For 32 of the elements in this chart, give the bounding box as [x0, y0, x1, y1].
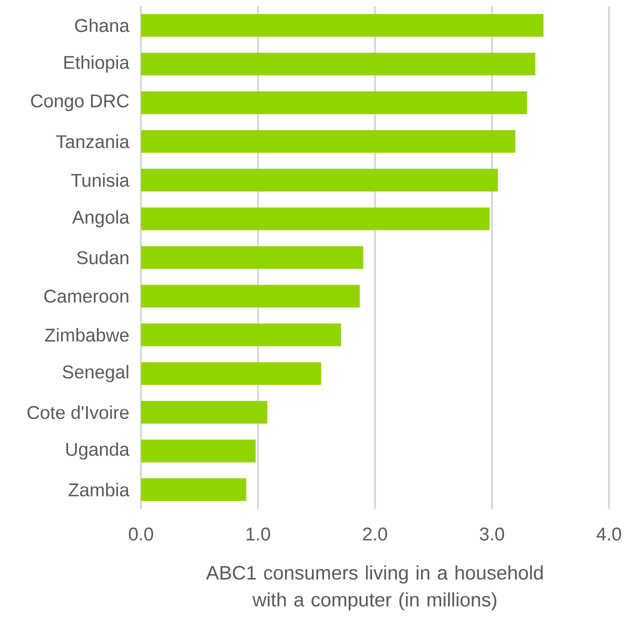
bar — [141, 246, 364, 269]
bar — [141, 168, 498, 192]
y-tick-label: Zimbabwe — [45, 328, 129, 342]
bar — [141, 207, 490, 230]
bar — [141, 284, 360, 308]
bar — [141, 400, 268, 424]
bar — [141, 130, 516, 153]
y-tick-label: Cameroon — [44, 290, 128, 303]
y-tick-label: Angola — [72, 210, 130, 228]
y-tick-label: Ghana — [75, 18, 130, 32]
x-tick-label: 1.0 — [246, 528, 270, 541]
x-tick-label: 2.0 — [363, 528, 388, 541]
y-tick-label: Tanzania — [56, 134, 130, 148]
x-tick-label: 3.0 — [480, 528, 504, 541]
y-tick-label: Ethiopia — [64, 55, 130, 73]
bar — [141, 324, 342, 346]
bar — [141, 478, 246, 502]
y-tick-label: Cote d'Ivoire — [28, 406, 129, 420]
bar — [141, 362, 322, 385]
bar — [141, 440, 256, 462]
x-axis-title: ABC1 consumers living in a household with a computer (in millions) — [206, 565, 543, 610]
bar — [141, 91, 528, 114]
y-tick-label: Senegal — [62, 364, 128, 382]
x-tick-label: 0.0 — [128, 528, 154, 541]
y-tick-label: Uganda — [66, 442, 130, 460]
y-tick-label: Zambia — [68, 482, 130, 496]
y-tick-label: Sudan — [77, 250, 128, 264]
y-tick-label: Tunisia — [71, 173, 130, 187]
bar — [141, 52, 536, 76]
x-tick-label: 4.0 — [596, 528, 622, 541]
y-tick-label: Congo DRC — [31, 94, 129, 112]
bar — [141, 14, 544, 37]
